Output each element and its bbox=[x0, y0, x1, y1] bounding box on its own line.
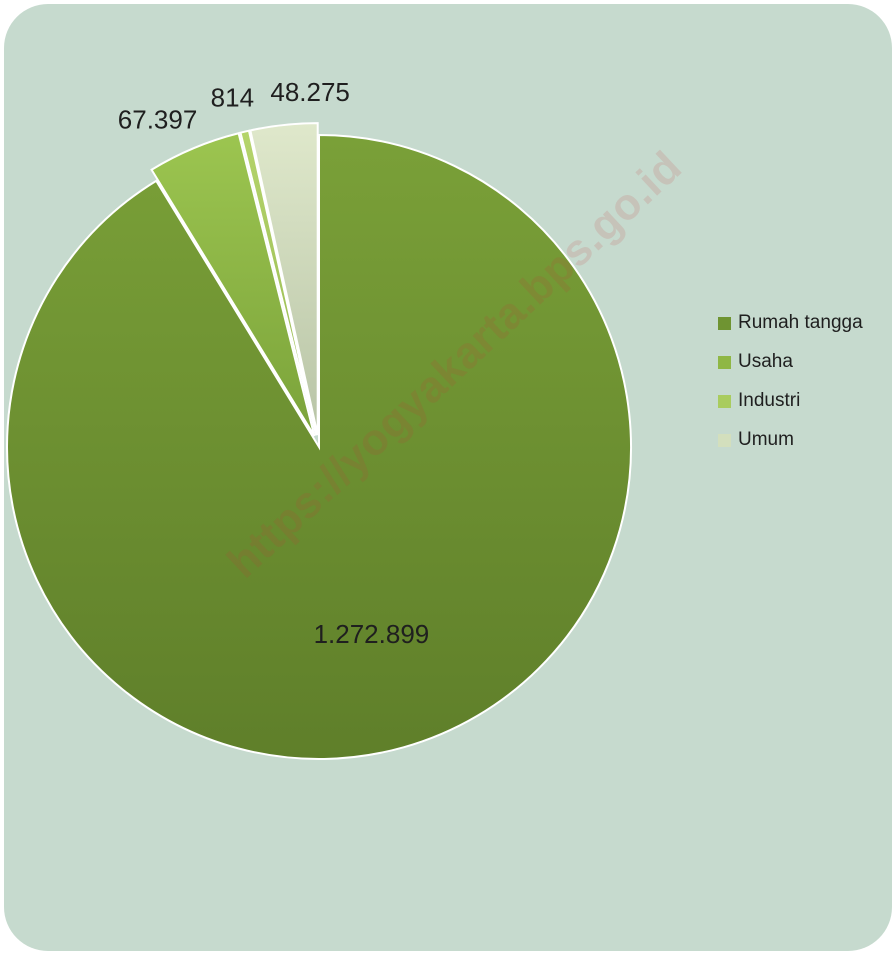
data-label-industri: 814 bbox=[211, 82, 254, 112]
pie-data-labels: 1.272.899 67.397 814 48.275 bbox=[118, 77, 429, 649]
legend-label: Umum bbox=[738, 429, 794, 450]
legend-label: Rumah tangga bbox=[738, 312, 863, 333]
legend-item-industri: Industri bbox=[718, 388, 863, 414]
legend-item-rumah-tangga: Rumah tangga bbox=[718, 310, 863, 336]
pie-slices bbox=[6, 122, 632, 760]
data-label-umum: 48.275 bbox=[270, 77, 350, 107]
chart-legend: Rumah tangga Usaha Industri Umum bbox=[718, 310, 863, 466]
legend-swatch bbox=[718, 355, 731, 369]
data-label-usaha: 67.397 bbox=[118, 105, 198, 135]
legend-label: Usaha bbox=[738, 351, 793, 372]
legend-swatch bbox=[718, 316, 731, 330]
legend-swatch bbox=[718, 394, 731, 408]
pie-slice-umum bbox=[249, 122, 319, 436]
pie-slice-usaha bbox=[150, 132, 316, 437]
legend-label: Industri bbox=[738, 390, 801, 411]
legend-swatch bbox=[718, 433, 731, 447]
pie-slice-industri bbox=[239, 129, 318, 436]
pie-slice-rumah-tangga bbox=[6, 133, 632, 760]
legend-item-umum: Umum bbox=[718, 427, 863, 453]
data-label-rumah-tangga: 1.272.899 bbox=[314, 619, 430, 649]
legend-item-usaha: Usaha bbox=[718, 349, 863, 375]
